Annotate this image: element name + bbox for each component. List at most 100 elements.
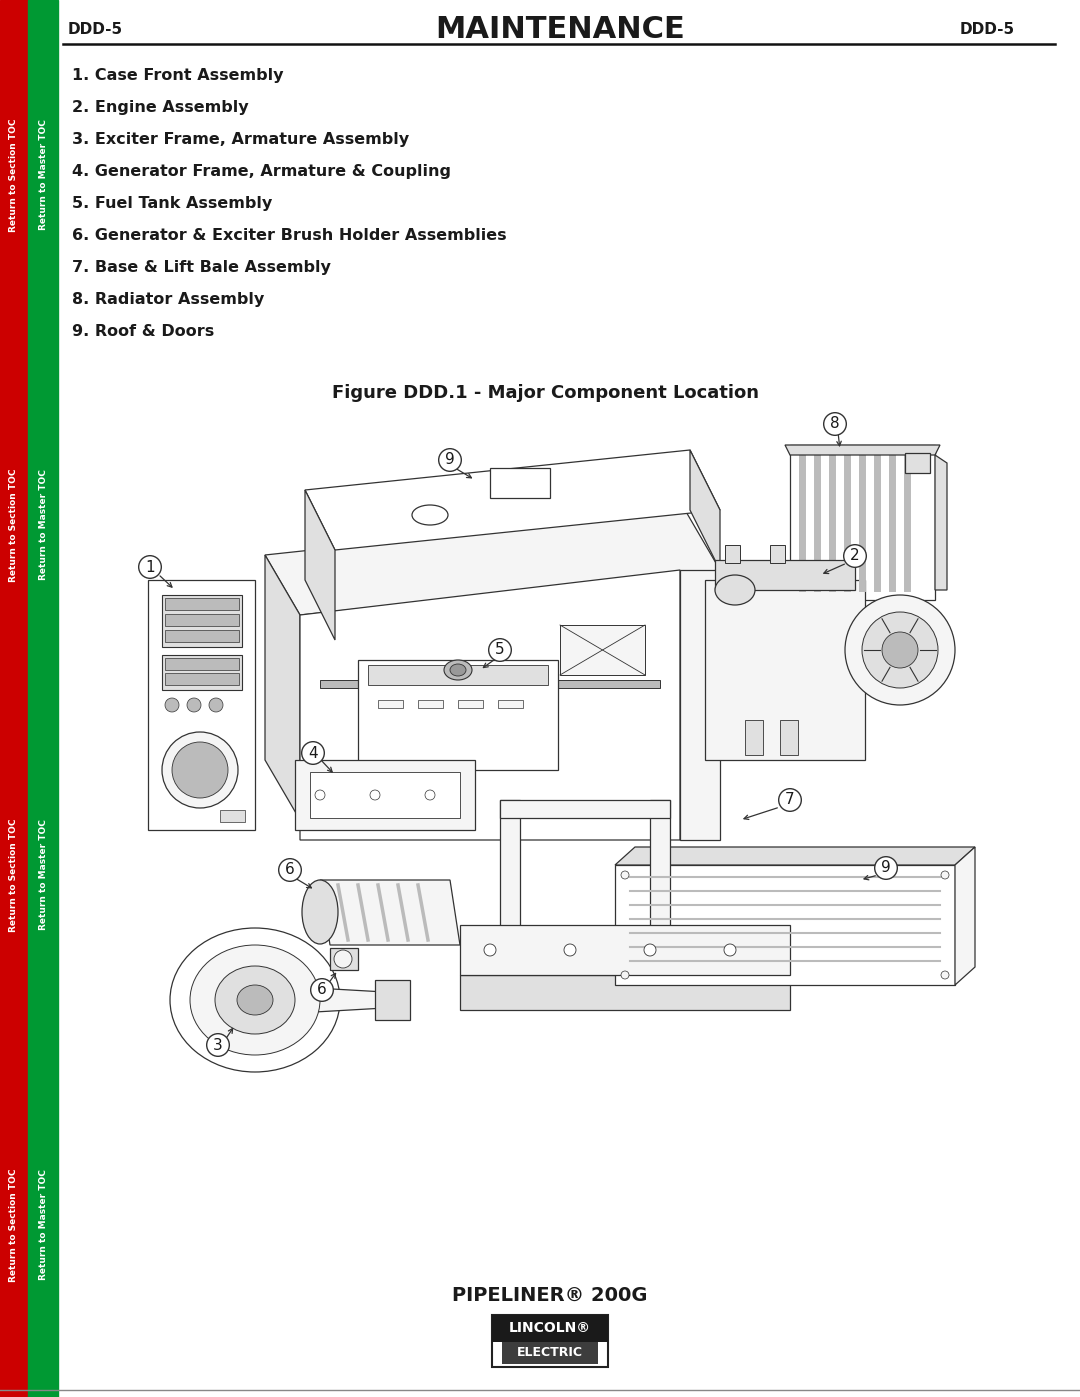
Polygon shape (315, 988, 384, 1011)
Ellipse shape (941, 971, 949, 979)
Polygon shape (615, 847, 975, 865)
Ellipse shape (170, 928, 340, 1071)
Bar (770, 545, 785, 563)
Text: Return to Master TOC: Return to Master TOC (39, 820, 48, 930)
Text: 2: 2 (850, 549, 860, 563)
Polygon shape (305, 450, 720, 550)
Bar (905, 453, 930, 474)
Bar (492, 1315, 608, 1343)
Bar (28, 0, 58, 1397)
Text: Return to Section TOC: Return to Section TOC (10, 119, 18, 232)
Polygon shape (460, 975, 789, 1010)
Ellipse shape (215, 965, 295, 1034)
Text: 1: 1 (145, 560, 154, 574)
Bar (220, 810, 245, 821)
Text: ELECTRIC: ELECTRIC (517, 1347, 583, 1359)
Text: 5. Fuel Tank Assembly: 5. Fuel Tank Assembly (72, 196, 272, 211)
Bar (725, 545, 740, 563)
Polygon shape (320, 880, 460, 944)
Bar (502, 1343, 598, 1363)
Text: Return to Master TOC: Return to Master TOC (39, 120, 48, 231)
Text: 3. Exciter Frame, Armature Assembly: 3. Exciter Frame, Armature Assembly (72, 131, 409, 147)
Bar (368, 665, 548, 685)
Ellipse shape (162, 732, 238, 807)
Ellipse shape (411, 504, 448, 525)
Bar (330, 949, 357, 970)
Polygon shape (265, 555, 300, 820)
Ellipse shape (845, 595, 955, 705)
Bar (165, 673, 239, 685)
Text: MAINTENANCE: MAINTENANCE (435, 15, 685, 45)
Text: Return to Master TOC: Return to Master TOC (39, 469, 48, 580)
Bar (458, 700, 483, 708)
Polygon shape (955, 847, 975, 985)
Text: 9. Roof & Doors: 9. Roof & Doors (72, 324, 214, 339)
Text: 4. Generator Frame, Armature & Coupling: 4. Generator Frame, Armature & Coupling (72, 163, 451, 179)
Ellipse shape (190, 944, 320, 1055)
Polygon shape (680, 570, 720, 840)
Text: 6: 6 (285, 862, 295, 877)
Ellipse shape (882, 631, 918, 668)
Bar (162, 655, 242, 690)
Bar (165, 630, 239, 643)
Ellipse shape (237, 985, 273, 1016)
Ellipse shape (210, 698, 222, 712)
Bar (490, 468, 550, 497)
Bar (745, 719, 762, 754)
Bar (500, 800, 670, 819)
Polygon shape (265, 510, 720, 615)
Text: DDD-5: DDD-5 (960, 22, 1015, 38)
Text: Figure DDD.1 - Major Component Location: Figure DDD.1 - Major Component Location (332, 384, 758, 402)
Bar (357, 659, 558, 770)
Ellipse shape (165, 698, 179, 712)
Bar (310, 773, 460, 819)
Ellipse shape (621, 971, 629, 979)
Ellipse shape (484, 944, 496, 956)
Text: 2. Engine Assembly: 2. Engine Assembly (72, 101, 248, 115)
FancyBboxPatch shape (492, 1315, 608, 1368)
Ellipse shape (715, 576, 755, 605)
Polygon shape (690, 450, 720, 570)
Ellipse shape (444, 659, 472, 680)
Ellipse shape (941, 870, 949, 879)
Text: 8. Radiator Assembly: 8. Radiator Assembly (72, 292, 265, 307)
Ellipse shape (862, 612, 939, 687)
Bar (165, 658, 239, 671)
Bar (378, 700, 403, 708)
Bar (705, 580, 865, 760)
Bar (162, 595, 242, 647)
Bar (561, 624, 645, 675)
Ellipse shape (644, 944, 656, 956)
Text: 8: 8 (831, 416, 840, 432)
Polygon shape (300, 570, 680, 840)
Bar (500, 800, 519, 930)
Ellipse shape (621, 870, 629, 879)
Polygon shape (148, 580, 255, 830)
Text: DDD-5: DDD-5 (68, 22, 123, 38)
Bar (418, 700, 443, 708)
Bar (789, 446, 935, 599)
Text: Return to Section TOC: Return to Section TOC (10, 468, 18, 581)
Polygon shape (785, 446, 940, 455)
Bar (650, 800, 670, 930)
Ellipse shape (450, 664, 465, 676)
Ellipse shape (426, 789, 435, 800)
Bar (295, 760, 475, 830)
Ellipse shape (724, 944, 735, 956)
Ellipse shape (172, 742, 228, 798)
Bar (780, 719, 798, 754)
Text: PIPELINER® 200G: PIPELINER® 200G (453, 1285, 648, 1305)
Bar (715, 560, 855, 590)
Bar (165, 598, 239, 610)
Text: 7. Base & Lift Bale Assembly: 7. Base & Lift Bale Assembly (72, 260, 330, 275)
Bar (165, 615, 239, 626)
Text: Return to Section TOC: Return to Section TOC (10, 819, 18, 932)
Text: 1. Case Front Assembly: 1. Case Front Assembly (72, 68, 283, 82)
Ellipse shape (334, 950, 352, 968)
Text: 3: 3 (213, 1038, 222, 1052)
Text: 5: 5 (496, 643, 504, 658)
Bar (615, 865, 955, 985)
Text: Return to Section TOC: Return to Section TOC (10, 1168, 18, 1282)
Bar (320, 680, 660, 687)
Ellipse shape (187, 698, 201, 712)
